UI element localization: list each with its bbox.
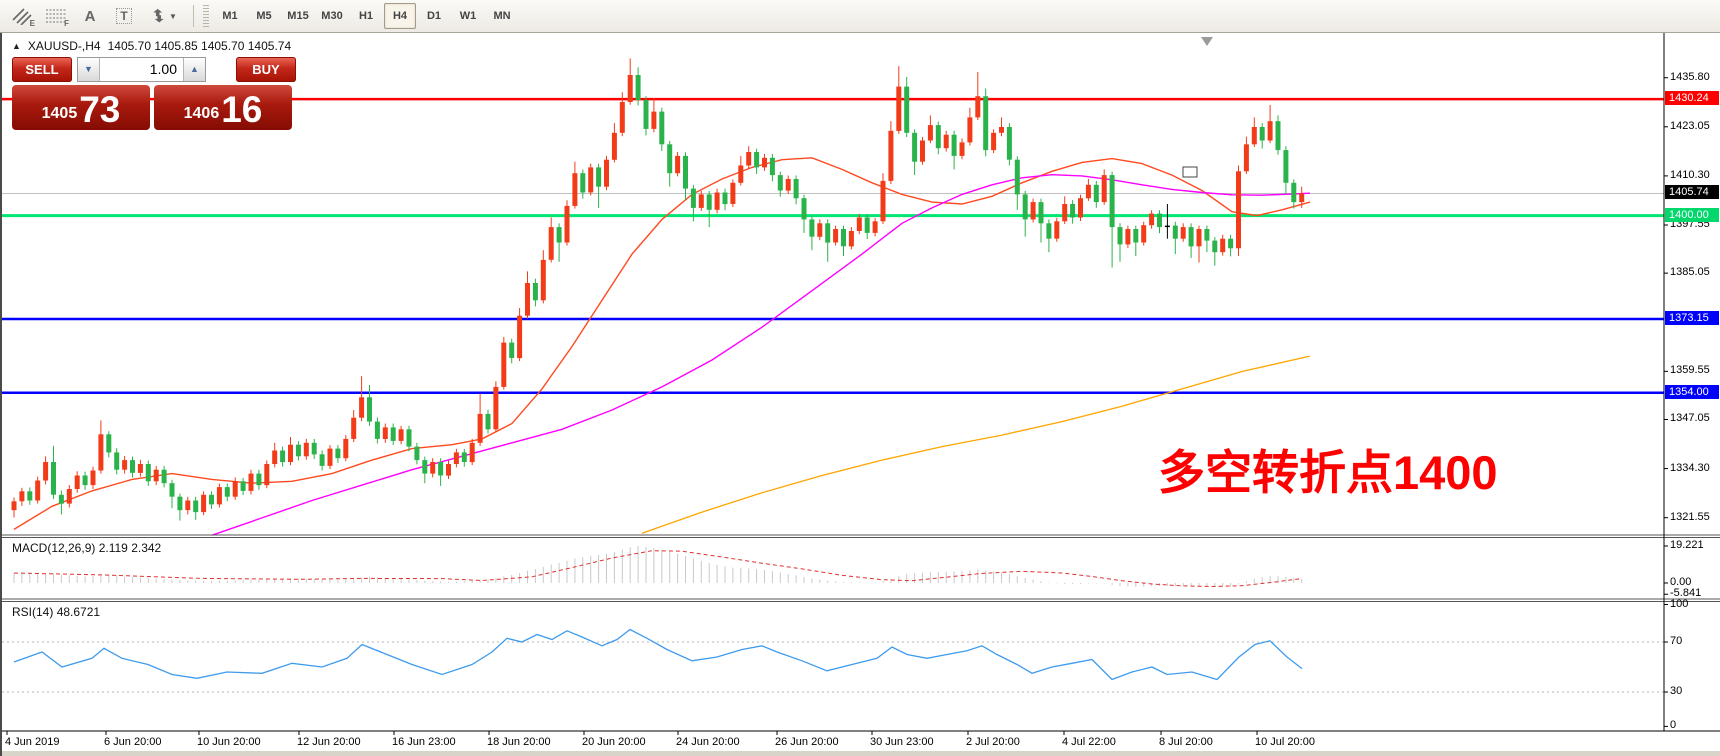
- ohlc-values: 1405.70 1405.85 1405.70 1405.74: [107, 39, 292, 53]
- chevron-down-icon: ▼: [169, 11, 177, 21]
- equidistant-channel-icon: [12, 7, 32, 25]
- price-badge: 1373.15: [1665, 310, 1719, 325]
- time-axis-label: 2 Jul 20:00: [966, 736, 1020, 748]
- axis-label: 1334.30: [1670, 461, 1710, 474]
- time-axis-label: 30 Jun 23:00: [870, 736, 934, 748]
- fibonacci-button[interactable]: F: [40, 3, 72, 29]
- axis-label: 30: [1670, 685, 1683, 697]
- sell-price-small: 1405: [41, 105, 78, 122]
- volume-input[interactable]: 1.00: [100, 58, 183, 81]
- axis-label: -5.841: [1670, 587, 1702, 600]
- price-badge: 1400.00: [1665, 207, 1719, 222]
- time-axis[interactable]: 4 Jun 2019 6 Jun 20:00 10 Jun 20:00 12 Jun …: [2, 733, 1720, 753]
- price-badge: 1430.24: [1665, 91, 1719, 106]
- buy-button[interactable]: BUY: [236, 57, 296, 82]
- period-button-mn[interactable]: MN: [493, 10, 511, 22]
- axis-label: 1321.55: [1670, 510, 1710, 523]
- arrows-icon: [151, 8, 167, 24]
- axis-label: 1385.05: [1670, 266, 1710, 279]
- svg-text:多空转折点1400: 多空转折点1400: [1158, 446, 1498, 499]
- axis-label: 100: [1670, 597, 1689, 610]
- text-icon: A: [84, 7, 96, 25]
- arrows-button[interactable]: ▼: [142, 3, 186, 29]
- period-button-m30[interactable]: M30: [321, 10, 343, 22]
- timeframe-toolbar: M1 M5 M15 M30 H1 H4 D1 W1 MN: [213, 3, 519, 29]
- symbol-ohlc-line: ▲ XAUUSD-,H4 1405.70 1405.85 1405.70 140…: [12, 39, 291, 53]
- volume-increase-button[interactable]: ▲: [183, 58, 205, 81]
- sell-button[interactable]: SELL: [12, 57, 72, 82]
- buy-price-small: 1406: [183, 105, 220, 122]
- sell-price-big: 73: [79, 89, 121, 130]
- axis-label: 0.00: [1670, 576, 1692, 588]
- period-button-d1[interactable]: D1: [426, 10, 442, 22]
- time-axis-label: 20 Jun 20:00: [582, 736, 646, 748]
- axis-label: 70: [1670, 635, 1683, 647]
- buy-quote-button[interactable]: 1406 16: [154, 85, 292, 130]
- time-axis-label: 6 Jun 20:00: [104, 736, 162, 748]
- time-axis-label: 4 Jun 2019: [5, 736, 60, 748]
- price-chart-canvas[interactable]: 多空转折点1400: [2, 33, 1720, 756]
- period-button-m15[interactable]: M15: [287, 10, 309, 22]
- sell-quote-button[interactable]: 1405 73: [12, 85, 150, 130]
- volume-stepper: ▼ 1.00 ▲: [77, 57, 206, 82]
- time-axis-label: 16 Jun 23:00: [392, 736, 456, 748]
- rsi-indicator-label: RSI(14) 48.6721: [12, 605, 101, 619]
- volume-decrease-button[interactable]: ▼: [78, 58, 100, 81]
- macd-indicator-label: MACD(12,26,9) 2.119 2.342: [12, 541, 162, 555]
- time-axis-label: 12 Jun 20:00: [297, 736, 361, 748]
- price-badge: 1405.74: [1665, 185, 1719, 200]
- time-axis-label: 8 Jul 20:00: [1159, 736, 1213, 748]
- period-button-w1[interactable]: W1: [459, 10, 477, 22]
- time-axis-label: 4 Jul 22:00: [1062, 736, 1116, 748]
- text-label-button[interactable]: T: [108, 3, 140, 29]
- axis-label: 1359.55: [1670, 364, 1710, 377]
- buy-price-big: 16: [221, 89, 263, 130]
- toolbar-separator: [193, 5, 194, 27]
- object-anchor-rect: [1182, 166, 1198, 178]
- chart-window[interactable]: 多空转折点1400 ▲ XAUUSD-,H4 1405.70 1405.85 1…: [0, 33, 1720, 756]
- axis-label: 1347.05: [1670, 412, 1710, 425]
- price-axis[interactable]: 1435.80 1423.05 1410.30 1397.55 1385.05 1359.…: [1665, 33, 1720, 756]
- text-button[interactable]: A: [74, 3, 106, 29]
- time-axis-label: 10 Jul 20:00: [1255, 736, 1315, 748]
- axis-label: 19.221: [1670, 538, 1704, 551]
- axis-label: 1435.80: [1670, 70, 1710, 83]
- fibonacci-icon: [46, 8, 66, 24]
- axis-label: 0: [1670, 719, 1677, 732]
- toolbar-drag-handle[interactable]: [203, 5, 209, 27]
- period-button-m5[interactable]: M5: [256, 10, 272, 22]
- window-bottom-edge: [2, 751, 1720, 756]
- equidistant-channel-button[interactable]: E: [6, 3, 38, 29]
- time-axis-label: 24 Jun 20:00: [676, 736, 740, 748]
- axis-label: 1410.30: [1670, 168, 1710, 181]
- time-axis-label: 10 Jun 20:00: [197, 736, 261, 748]
- text-label-icon: T: [116, 8, 132, 24]
- symbol-title: XAUUSD-,H4: [27, 39, 101, 53]
- period-button-h1[interactable]: H1: [358, 10, 374, 22]
- one-click-trading-panel: SELL ▼ 1.00 ▲ BUY 1405 73 1406 16: [12, 57, 296, 130]
- time-axis-label: 26 Jun 20:00: [775, 736, 839, 748]
- time-axis-label: 18 Jun 20:00: [487, 736, 551, 748]
- period-button-h4[interactable]: H4: [384, 3, 416, 29]
- price-badge: 1354.00: [1665, 384, 1719, 399]
- period-button-m1[interactable]: M1: [222, 10, 238, 22]
- axis-label: 1423.05: [1670, 119, 1710, 132]
- toolbar: E F A T ▼ M1 M5 M15 M30 H1 H4 D1 W1 MN: [0, 0, 1720, 33]
- chart-shift-marker: [1201, 37, 1213, 46]
- panel-collapse-arrow[interactable]: ▲: [12, 41, 21, 51]
